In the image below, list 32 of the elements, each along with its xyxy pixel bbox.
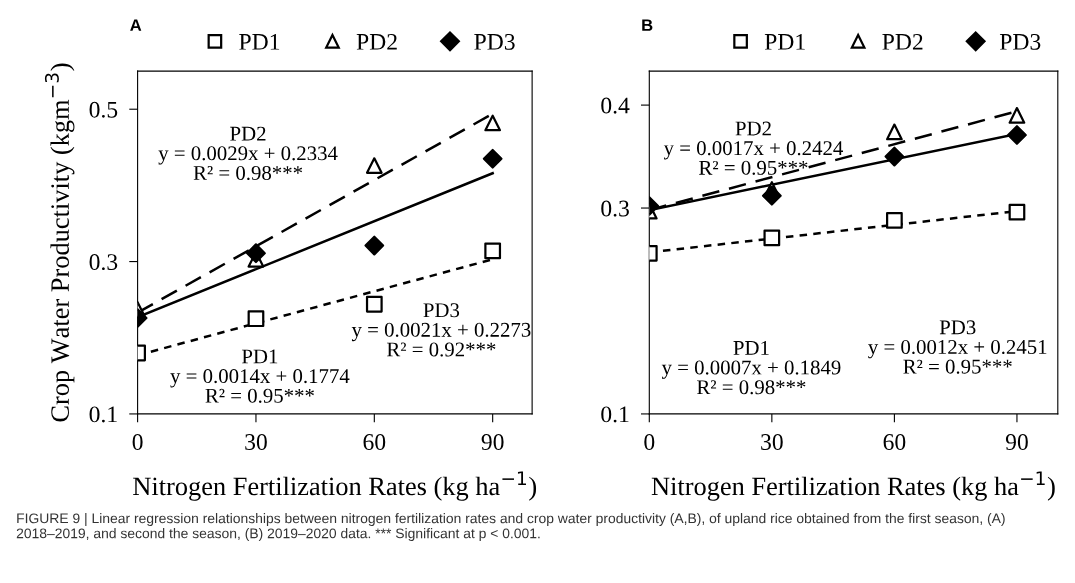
caption: FIGURE 9 | Linear regression relationships between nitrogen fertilization rates and crop water productivity (A,B), of upland rice obtained from the first season, (A) 2018–2019, and second the season, (B) 2019–2020 data. *** Significant at p < 0.001. — [16, 513, 1005, 542]
y-tick-label: 0.4 — [601, 97, 630, 114]
chart-title: B — [642, 19, 653, 31]
y-tick-label: 0.5 — [89, 101, 118, 118]
x-tick-label: 0 — [132, 434, 143, 450]
y-tick-label: 0.1 — [89, 406, 117, 423]
x-tick-label: 30 — [761, 434, 783, 450]
annotation: PD3 y = 0.0012x + 0.2451 R² = 0.95*** — [868, 320, 1047, 374]
x-axis-title: Nitrogen Fertilization Rates (kg ha$^{−1}$) — [133, 471, 537, 501]
legend-label: PD3 — [999, 33, 1041, 50]
annotation: PD2 y = 0.0017x + 0.2424 R² = 0.95*** — [663, 121, 844, 175]
legend-label: PD3 — [474, 33, 515, 50]
chart-title: A — [130, 19, 142, 31]
y-tick-label: 0.3 — [89, 254, 118, 271]
legend-label: PD2 — [882, 33, 923, 50]
annotation: PD3 y = 0.0021x + 0.2273 R² = 0.92*** — [351, 303, 531, 357]
x-tick-label: 90 — [1005, 434, 1028, 450]
x-tick-label: 30 — [245, 434, 267, 450]
x-tick-label: 90 — [481, 434, 504, 450]
x-tick-label: 60 — [363, 434, 386, 450]
legend-label: PD2 — [356, 33, 397, 50]
legend-label: PD1 — [764, 33, 805, 50]
y-tick-label: 0.3 — [601, 200, 629, 217]
x-tick-label: 0 — [644, 434, 655, 450]
x-axis-title: Nitrogen Fertilization Rates (kg ha$^{−1}$) — [651, 471, 1055, 501]
annotation: PD2 y = 0.0029x + 0.2334 R² = 0.98*** — [158, 126, 338, 181]
legend-label: PD1 — [239, 33, 280, 50]
y-tick-label: 0.1 — [601, 406, 629, 423]
annotation: PD1 y = 0.0007x + 0.1849 R² = 0.98*** — [661, 340, 841, 395]
y-axis-title: Crop Water Productivity (kgm$^{−3}$) — [44, 63, 75, 422]
annotation: PD1 y = 0.0014x + 0.1774 R² = 0.95*** — [170, 349, 350, 403]
x-tick-label: 60 — [883, 434, 906, 450]
